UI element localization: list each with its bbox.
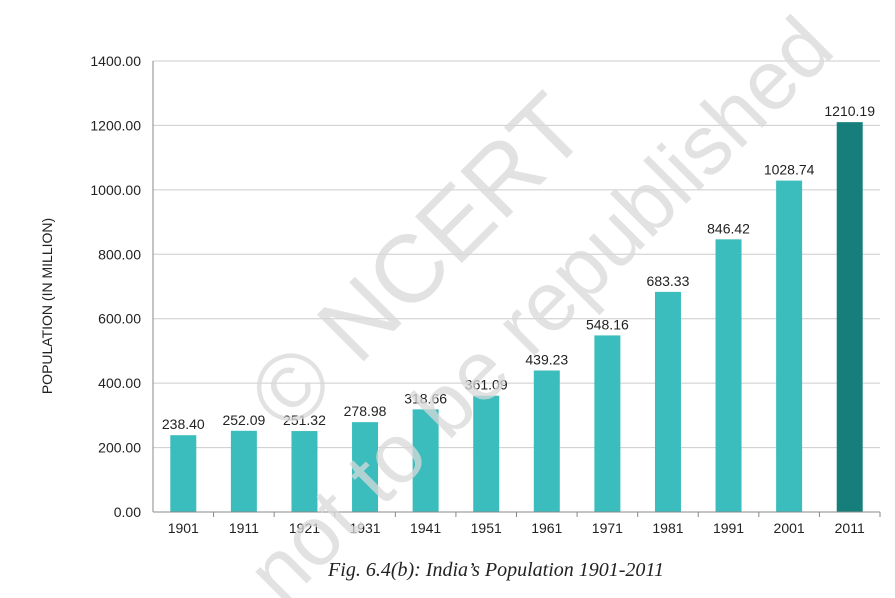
data-label-1921: 251.32 xyxy=(283,412,326,428)
x-tick-label-1971: 1971 xyxy=(592,520,623,536)
bar-1981 xyxy=(654,291,681,512)
bar-1951 xyxy=(473,395,500,512)
bar-1941 xyxy=(412,409,439,512)
data-labels: 238.40 252.09 251.32 278.98 318.66 361.09 439.… xyxy=(162,103,875,432)
y-tick-label: 200.00 xyxy=(98,440,141,456)
gridlines xyxy=(153,60,880,513)
x-tick-label-1941: 1941 xyxy=(410,520,441,536)
y-tick-label: 400.00 xyxy=(98,375,141,391)
bar-2001 xyxy=(776,180,803,512)
data-label-1991: 846.42 xyxy=(707,220,750,236)
bar-1991 xyxy=(715,239,742,512)
x-tick-label-1921: 1921 xyxy=(289,520,320,536)
x-tick-label-1911: 1911 xyxy=(229,520,259,536)
y-axis-label: POPULATION (IN MILLION) xyxy=(39,218,55,394)
data-label-2011: 1210.19 xyxy=(824,103,875,119)
x-tick-label-2001: 2001 xyxy=(774,520,805,536)
bar-1911 xyxy=(230,430,257,512)
bar-1931 xyxy=(352,422,379,512)
data-label-2001: 1028.74 xyxy=(764,162,815,178)
data-label-1981: 683.33 xyxy=(647,273,690,289)
data-label-1901: 238.40 xyxy=(162,416,205,432)
figure-caption: Fig. 6.4(b): India’s Population 1901-201… xyxy=(327,559,664,581)
data-label-1941: 318.66 xyxy=(404,390,447,406)
x-axis-ticks: 1901 1911 1921 1931 1941 1951 1961 1971 1981 1991… xyxy=(168,512,881,536)
y-tick-label: 800.00 xyxy=(98,246,141,262)
data-label-1971: 548.16 xyxy=(586,316,629,332)
bar-1921 xyxy=(291,431,318,512)
x-tick-label-1991: 1991 xyxy=(713,520,744,536)
x-tick-label-1961: 1961 xyxy=(531,520,562,536)
x-tick-label-1931: 1931 xyxy=(349,520,380,536)
data-label-1961: 439.23 xyxy=(525,352,568,368)
x-tick-label-1951: 1951 xyxy=(471,520,502,536)
x-tick-label-1901: 1901 xyxy=(168,520,199,536)
data-label-1911: 252.09 xyxy=(222,412,265,428)
x-tick-label-2011: 2011 xyxy=(835,520,865,536)
y-tick-label: 0.00 xyxy=(114,504,141,520)
data-label-1951: 361.09 xyxy=(465,377,508,393)
data-label-1931: 278.98 xyxy=(344,403,387,419)
bar-1971 xyxy=(594,335,621,512)
x-tick-label-1981: 1981 xyxy=(652,520,683,536)
bars xyxy=(170,122,863,512)
bar-1901 xyxy=(170,435,197,512)
bar-2011 xyxy=(836,122,863,512)
y-tick-label: 1200.00 xyxy=(90,117,141,133)
y-tick-label: 1000.00 xyxy=(90,182,141,198)
bar-1961 xyxy=(533,370,560,512)
y-tick-label: 1400.00 xyxy=(90,53,141,69)
y-axis-ticks: 0.00 200.00 400.00 600.00 800.00 1000.00 1200.… xyxy=(90,53,141,520)
y-tick-label: 600.00 xyxy=(98,311,141,327)
